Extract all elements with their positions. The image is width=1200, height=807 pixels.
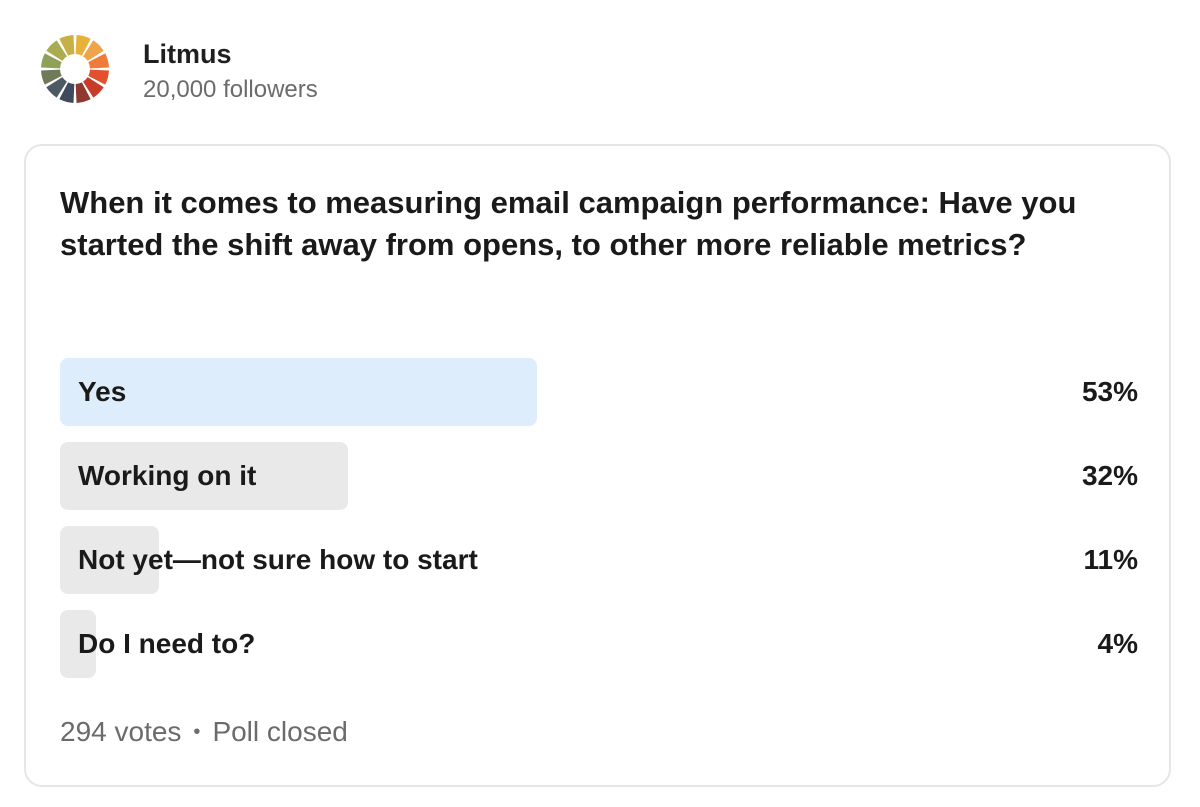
poll-option: Do I need to? 4% [60,610,1138,678]
logo-segment [46,77,67,98]
logo-segment [59,82,75,103]
poll-card: When it comes to measuring email campaig… [24,144,1171,787]
logo-segment [41,69,62,85]
litmus-logo-icon[interactable] [40,34,110,104]
poll-option-label: Not yet—not sure how to start [78,544,478,575]
vote-count[interactable]: 294 votes [60,716,182,747]
poll-option-percent: 11% [1083,544,1139,575]
poll-option: Working on it 32% [60,442,1138,510]
logo-segment [88,69,109,85]
logo-segment [41,53,62,69]
poll-option: Not yet—not sure how to start 11% [60,526,1138,594]
poll-option-percent: 32% [1081,460,1138,491]
poll-option-percent: 53% [1081,376,1138,407]
author-info: Litmus 20,000 followers [143,34,318,104]
logo-segment [83,40,104,61]
logo-segment [75,35,91,56]
poll-option-bar [60,526,159,594]
follower-count: 20,000 followers [143,76,318,103]
poll-options: Yes 53% Working on it 32% Not yet—not su… [60,358,1138,694]
logo-segment [75,82,91,103]
poll-option-label: Do I need to? [78,628,256,659]
poll-footer: 294 votes • Poll closed [60,716,348,748]
logo-segment [46,40,67,61]
logo-segment [59,35,75,56]
poll-status: Poll closed [212,716,348,747]
poll-option: Yes 53% [60,358,1138,426]
post-header: Litmus 20,000 followers [40,34,318,108]
poll-option-percent: 4% [1097,628,1138,659]
poll-option-bar [60,610,96,678]
company-name[interactable]: Litmus [143,39,232,69]
poll-option-bar [60,358,537,426]
poll-question: When it comes to measuring email campaig… [60,185,1077,262]
logo-segment [88,53,109,69]
poll-option-label: Working on it [78,460,257,491]
logo-segment [83,77,104,98]
separator-dot: • [193,721,201,743]
poll-option-label: Yes [78,376,127,407]
poll-option-bar [60,442,348,510]
